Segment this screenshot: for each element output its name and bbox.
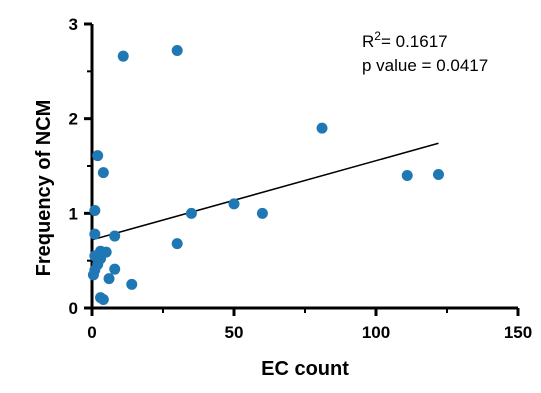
data-point — [97, 293, 109, 305]
data-point — [97, 167, 109, 179]
y-tick-label: 1 — [69, 204, 78, 223]
data-point — [117, 50, 129, 62]
data-point — [87, 269, 99, 281]
y-tick-label: 0 — [69, 299, 78, 318]
axes: 0 50 100 150 0 1 2 3 — [69, 15, 533, 342]
regression-line — [91, 142, 439, 241]
data-point — [92, 150, 104, 162]
r-squared-symbol: R — [362, 32, 374, 51]
data-point — [89, 228, 101, 240]
trendline-group — [91, 142, 439, 241]
data-point — [228, 198, 240, 210]
data-point — [316, 122, 328, 134]
x-tick-label: 100 — [362, 323, 390, 342]
r-squared-superscript: 2 — [374, 29, 381, 43]
x-tick-label: 50 — [225, 323, 244, 342]
data-point — [89, 204, 101, 216]
data-point — [103, 273, 115, 285]
data-point — [185, 207, 197, 219]
data-point — [401, 169, 413, 181]
data-point — [109, 263, 121, 275]
y-axis-title: Frequency of NCM — [33, 100, 55, 277]
x-axis-title: EC count — [261, 358, 349, 380]
r-squared-value: = 0.1617 — [381, 32, 448, 51]
r-squared-annotation: R2= 0.1617 — [362, 29, 448, 51]
x-tick-label: 0 — [87, 323, 96, 342]
data-point — [171, 45, 183, 57]
p-value-annotation: p value = 0.0417 — [362, 56, 488, 75]
data-point — [256, 207, 268, 219]
x-tick-label: 150 — [504, 323, 532, 342]
data-point — [171, 238, 183, 250]
y-tick-label: 2 — [69, 110, 78, 129]
y-tick-label: 3 — [69, 15, 78, 34]
data-point — [432, 169, 444, 181]
data-point — [109, 230, 121, 242]
data-point — [126, 278, 138, 290]
data-points — [87, 45, 444, 305]
